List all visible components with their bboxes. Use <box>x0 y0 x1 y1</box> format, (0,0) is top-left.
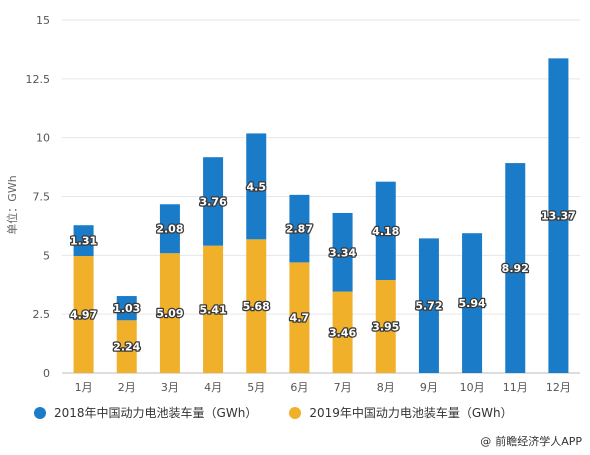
data-label: 4.7 <box>290 312 310 325</box>
x-tick-label: 7月 <box>334 381 352 394</box>
data-label: 1.03 <box>113 302 140 315</box>
data-label: 2.87 <box>286 223 313 236</box>
bar-2018 <box>505 163 526 373</box>
data-label: 5.41 <box>200 303 227 316</box>
y-axis-label: 单位：GWh <box>5 175 19 234</box>
data-label: 3.95 <box>372 321 399 334</box>
x-tick-label: 3月 <box>161 381 179 394</box>
bar-2019 <box>375 280 396 373</box>
x-tick-label: 5月 <box>247 381 265 394</box>
legend-item-2019[interactable]: 2019年中国动力电池装车量（GWh） <box>289 404 513 421</box>
legend-label-2019: 2019年中国动力电池装车量（GWh） <box>309 406 513 420</box>
data-label: 3.46 <box>329 326 356 339</box>
data-label: 3.34 <box>329 246 356 259</box>
x-tick-label: 10月 <box>460 381 485 394</box>
data-label: 4.97 <box>70 309 97 322</box>
legend-marker-2019 <box>289 406 302 419</box>
legend-item-2018[interactable]: 2018年中国动力电池装车量（GWh） <box>34 404 257 421</box>
x-tick-label: 6月 <box>290 381 308 394</box>
bar-chart: 0 2.5 5 7.5 10 12.5 15 4.97 1.31 2.24 1.03 5.09 2.0… <box>5 14 580 394</box>
at-icon: @ <box>480 434 492 448</box>
x-tick-label: 2月 <box>118 381 136 394</box>
data-label: 4.18 <box>372 225 399 238</box>
legend: 2018年中国动力电池装车量（GWh） 2019年中国动力电池装车量（GWh） <box>34 404 513 421</box>
data-label: 2.08 <box>156 223 183 236</box>
y-tick-label: 5 <box>43 249 50 262</box>
data-label: 5.94 <box>459 297 486 310</box>
x-tick-label: 11月 <box>503 381 528 394</box>
x-tick-label: 8月 <box>377 381 395 394</box>
data-label: 5.72 <box>415 300 442 313</box>
bar-2018 <box>418 238 439 373</box>
bar-2019 <box>116 320 137 373</box>
data-label: 3.76 <box>200 195 227 208</box>
bar-2018 <box>203 157 224 246</box>
data-labels: 4.97 1.31 2.24 1.03 5.09 2.08 5.41 3.76 5.68 4.5 4… <box>69 179 577 355</box>
bar-2018 <box>289 194 310 263</box>
bar-2018 <box>375 181 396 281</box>
legend-label-2018: 2018年中国动力电池装车量（GWh） <box>54 406 258 420</box>
grid-lines <box>62 19 580 374</box>
bar-2019 <box>159 253 180 373</box>
source-text: 前瞻经济学人APP <box>495 435 582 448</box>
bar-2019 <box>73 256 94 373</box>
data-label: 5.68 <box>243 300 270 313</box>
data-label: 5.09 <box>156 307 183 320</box>
data-label: 1.31 <box>70 235 97 248</box>
x-tick-label: 4月 <box>204 381 222 394</box>
bars <box>73 58 569 373</box>
x-tick-label: 1月 <box>75 381 93 394</box>
bar-2018 <box>548 58 569 373</box>
y-tick-label: 0 <box>43 367 50 380</box>
bar-2019 <box>289 262 310 373</box>
y-tick-label: 12.5 <box>26 73 51 86</box>
bar-2019 <box>332 291 353 373</box>
x-axis-ticks: 1月 2月 3月 4月 5月 6月 7月 8月 9月 10月 11月 12月 <box>75 381 571 394</box>
x-tick-label: 12月 <box>546 381 571 394</box>
y-tick-label: 10 <box>36 132 50 145</box>
bar-2018 <box>73 225 94 257</box>
y-tick-label: 2.5 <box>33 308 51 321</box>
y-axis-ticks: 0 2.5 5 7.5 10 12.5 15 <box>26 14 51 380</box>
y-tick-label: 15 <box>36 14 50 27</box>
bar-2018 <box>159 204 180 254</box>
data-label: 4.5 <box>247 180 267 193</box>
source-credit: @ 前瞻经济学人APP <box>480 433 582 449</box>
bar-2019 <box>203 245 224 373</box>
data-label: 13.37 <box>541 210 576 223</box>
bar-2018 <box>462 233 483 373</box>
bar-2018 <box>332 212 353 292</box>
bar-2018 <box>246 133 267 240</box>
bar-2018 <box>116 296 137 321</box>
data-label: 8.92 <box>502 262 529 275</box>
bar-2019 <box>246 239 267 373</box>
x-tick-label: 9月 <box>420 381 438 394</box>
y-tick-label: 7.5 <box>33 191 51 204</box>
legend-marker-2018 <box>34 406 46 419</box>
data-label: 2.24 <box>113 341 140 354</box>
